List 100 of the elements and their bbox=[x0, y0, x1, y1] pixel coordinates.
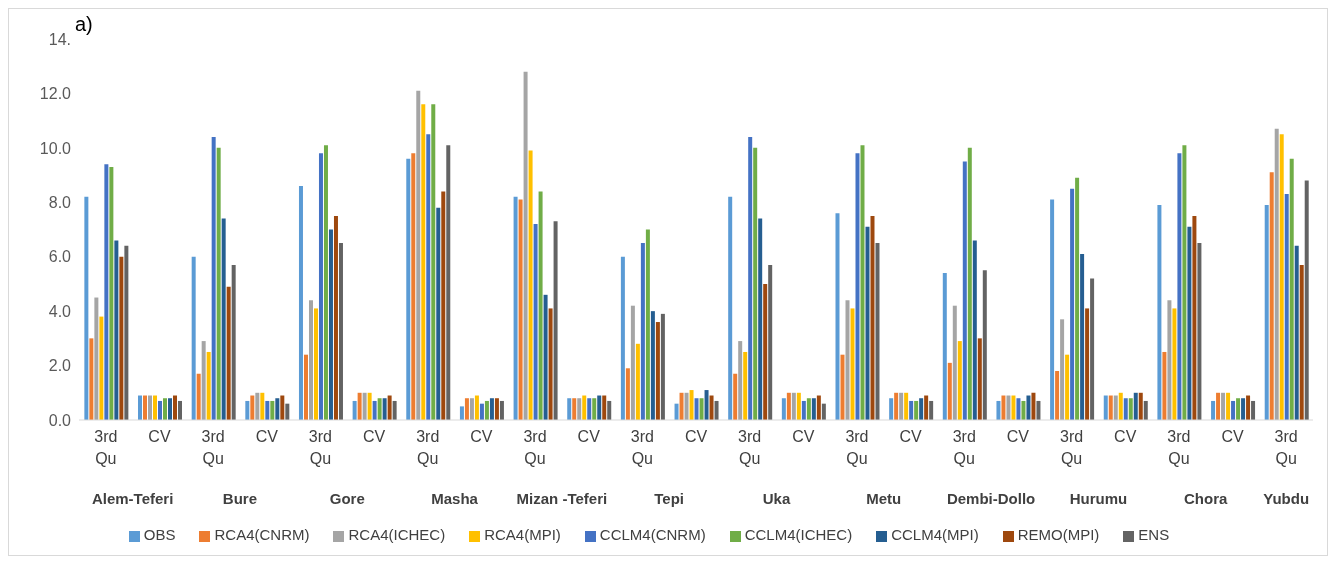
bar bbox=[513, 196, 518, 420]
bar bbox=[362, 392, 367, 420]
bar bbox=[191, 256, 196, 420]
bar bbox=[796, 392, 801, 420]
x-tick-label: CV bbox=[684, 428, 708, 445]
x-tick-label: CV bbox=[362, 428, 386, 445]
bar bbox=[763, 283, 768, 420]
bar bbox=[1289, 158, 1294, 420]
y-tick-label: 2.0 bbox=[48, 357, 72, 375]
bar bbox=[1080, 253, 1085, 420]
bar bbox=[459, 406, 464, 420]
bar bbox=[421, 104, 426, 420]
bar bbox=[845, 300, 850, 420]
bar bbox=[1269, 172, 1274, 420]
bar bbox=[216, 147, 221, 420]
bar bbox=[602, 395, 607, 420]
bar bbox=[1108, 395, 1113, 420]
bar bbox=[528, 150, 533, 420]
x-tick-label: 3rd Qu bbox=[94, 428, 118, 467]
bar bbox=[474, 395, 479, 420]
bar bbox=[972, 240, 977, 420]
bar bbox=[431, 104, 436, 420]
bar bbox=[367, 392, 372, 420]
bar bbox=[689, 390, 694, 420]
bar bbox=[1036, 400, 1041, 420]
bar bbox=[620, 256, 625, 420]
bar bbox=[323, 145, 328, 420]
bar bbox=[387, 395, 392, 420]
x-tick-label: CV bbox=[148, 428, 171, 445]
bar bbox=[1284, 194, 1289, 420]
bar bbox=[942, 273, 947, 420]
bar bbox=[494, 398, 499, 420]
bar bbox=[446, 145, 451, 420]
bar bbox=[870, 215, 875, 420]
bar bbox=[860, 145, 865, 420]
bar bbox=[245, 400, 250, 420]
text: Alem-Teferi bbox=[91, 490, 174, 507]
bar bbox=[855, 153, 860, 420]
bar bbox=[660, 313, 665, 420]
bar bbox=[196, 373, 201, 420]
bar bbox=[1090, 278, 1095, 420]
bar bbox=[1216, 392, 1221, 420]
bar bbox=[929, 400, 934, 420]
bar bbox=[1016, 398, 1021, 420]
x-tick-label: 3rd Qu bbox=[630, 428, 654, 467]
bar bbox=[572, 398, 577, 420]
bar bbox=[645, 229, 650, 420]
bar bbox=[469, 398, 474, 420]
x-tick-label: 3rd Qu bbox=[952, 428, 976, 467]
bar bbox=[84, 196, 89, 420]
x-tick-label: 3rd Qu bbox=[738, 428, 762, 467]
bar bbox=[1279, 134, 1284, 420]
bar bbox=[894, 392, 899, 420]
bar bbox=[1274, 128, 1279, 420]
bar bbox=[1251, 400, 1256, 420]
bar bbox=[758, 218, 763, 420]
text: Yubdu bbox=[1263, 490, 1310, 507]
y-tick-label: 14. bbox=[48, 30, 71, 48]
bar bbox=[265, 400, 270, 420]
bar bbox=[206, 351, 211, 420]
y-tick-label: 6.0 bbox=[48, 248, 72, 266]
legend-label: CCLM4(ICHEC) bbox=[744, 526, 853, 543]
bar bbox=[674, 403, 679, 420]
bar bbox=[518, 199, 523, 420]
bar bbox=[714, 400, 719, 420]
bar bbox=[104, 164, 109, 420]
bar bbox=[821, 403, 826, 420]
bar bbox=[597, 395, 602, 420]
bar bbox=[338, 243, 343, 420]
bar bbox=[704, 390, 709, 420]
x-tick-label: 3rd Qu bbox=[845, 428, 869, 467]
bar bbox=[119, 256, 124, 420]
bar bbox=[592, 398, 597, 420]
bar bbox=[211, 136, 216, 420]
text: Chora bbox=[1184, 490, 1229, 507]
bar bbox=[996, 400, 1001, 420]
bar bbox=[1026, 395, 1031, 420]
x-tick-label: CV bbox=[1006, 428, 1030, 445]
bar bbox=[753, 147, 758, 420]
bar bbox=[484, 400, 489, 420]
bar bbox=[1197, 243, 1202, 420]
x-tick-label: 3rd Qu bbox=[1274, 428, 1298, 467]
bar bbox=[889, 398, 894, 420]
bar bbox=[392, 400, 397, 420]
bar bbox=[548, 308, 553, 420]
x-tick-label: CV bbox=[1114, 428, 1137, 445]
bar bbox=[543, 294, 548, 420]
bar bbox=[426, 134, 431, 420]
bar bbox=[1299, 264, 1304, 420]
bar bbox=[1246, 395, 1251, 420]
bar bbox=[143, 395, 148, 420]
bar bbox=[947, 362, 952, 420]
x-tick-label: CV bbox=[577, 428, 601, 445]
bar bbox=[924, 395, 929, 420]
bar bbox=[382, 398, 387, 420]
legend-label: REMO(MPI) bbox=[1017, 526, 1100, 543]
bar bbox=[489, 398, 494, 420]
bar bbox=[1011, 395, 1016, 420]
bar bbox=[699, 398, 704, 420]
bar bbox=[158, 400, 163, 420]
